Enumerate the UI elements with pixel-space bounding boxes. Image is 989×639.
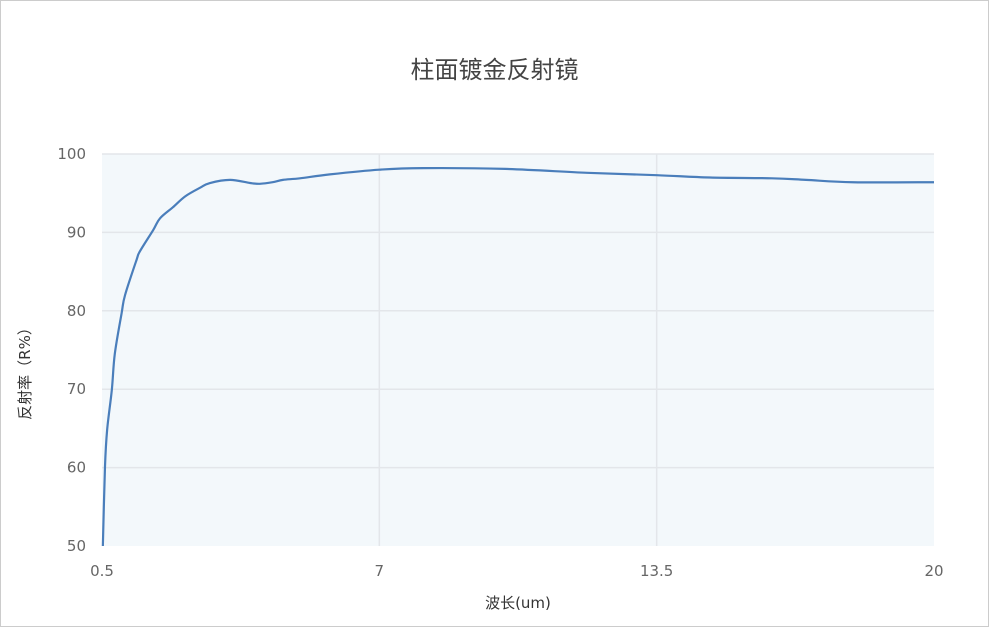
y-tick-label: 50: [67, 537, 86, 555]
y-tick-label: 90: [67, 223, 86, 241]
grid-lines: [102, 153, 934, 546]
y-tick-label: 60: [67, 459, 86, 477]
x-tick-label: 7: [375, 562, 385, 580]
x-axis: 0.5 7 13.5 20: [90, 562, 943, 580]
chart-title: 柱面镀金反射镜: [410, 56, 579, 84]
x-tick-label: 20: [924, 562, 943, 580]
y-tick-label: 100: [57, 145, 86, 163]
x-tick-label: 13.5: [640, 562, 673, 580]
y-axis-label: 反射率（R%）: [16, 320, 34, 420]
series-line: [101, 166, 935, 547]
x-axis-label: 波长(um): [485, 594, 551, 612]
y-axis: 50 60 70 80 90 100: [57, 145, 86, 555]
y-tick-label: 70: [67, 380, 86, 398]
plot-area: [102, 154, 934, 546]
x-tick-label: 0.5: [90, 562, 114, 580]
y-tick-label: 80: [67, 302, 86, 320]
